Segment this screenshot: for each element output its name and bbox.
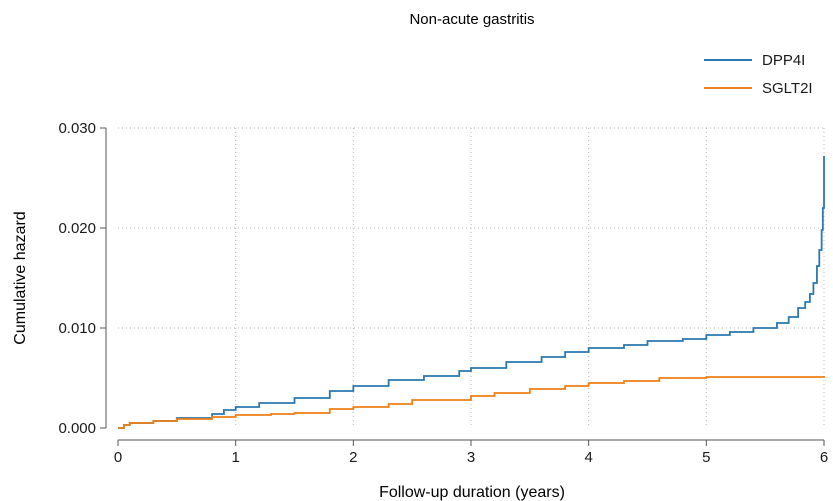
legend: DPP4I SGLT2I [704, 52, 813, 97]
series-layer [118, 156, 825, 429]
y-tick-label: 0.020 [58, 220, 96, 237]
x-tick-label: 1 [231, 449, 239, 466]
x-tick-label: 3 [467, 449, 475, 466]
axes: 0.000 0.010 0.020 0.030 0 1 2 3 4 5 6 [58, 120, 828, 466]
y-tick-label: 0.030 [58, 120, 96, 137]
x-axis-label: Follow-up duration (years) [379, 484, 565, 501]
y-tick-label: 0.000 [58, 420, 96, 437]
legend-label-dpp4i: DPP4I [762, 52, 805, 69]
x-tick-label: 5 [702, 449, 710, 466]
grid [118, 127, 825, 428]
legend-label-sglt2i: SGLT2I [762, 80, 813, 97]
x-tick-label: 4 [584, 449, 592, 466]
chart-title: Non-acute gastritis [409, 11, 534, 28]
x-tick-label: 6 [820, 449, 828, 466]
x-tick-label: 0 [114, 449, 122, 466]
y-axis-label: Cumulative hazard [12, 211, 29, 344]
series-line-sglt2i [118, 376, 825, 429]
series-line-dpp4i [118, 156, 825, 429]
y-tick-label: 0.010 [58, 320, 96, 337]
x-tick-label: 2 [349, 449, 357, 466]
